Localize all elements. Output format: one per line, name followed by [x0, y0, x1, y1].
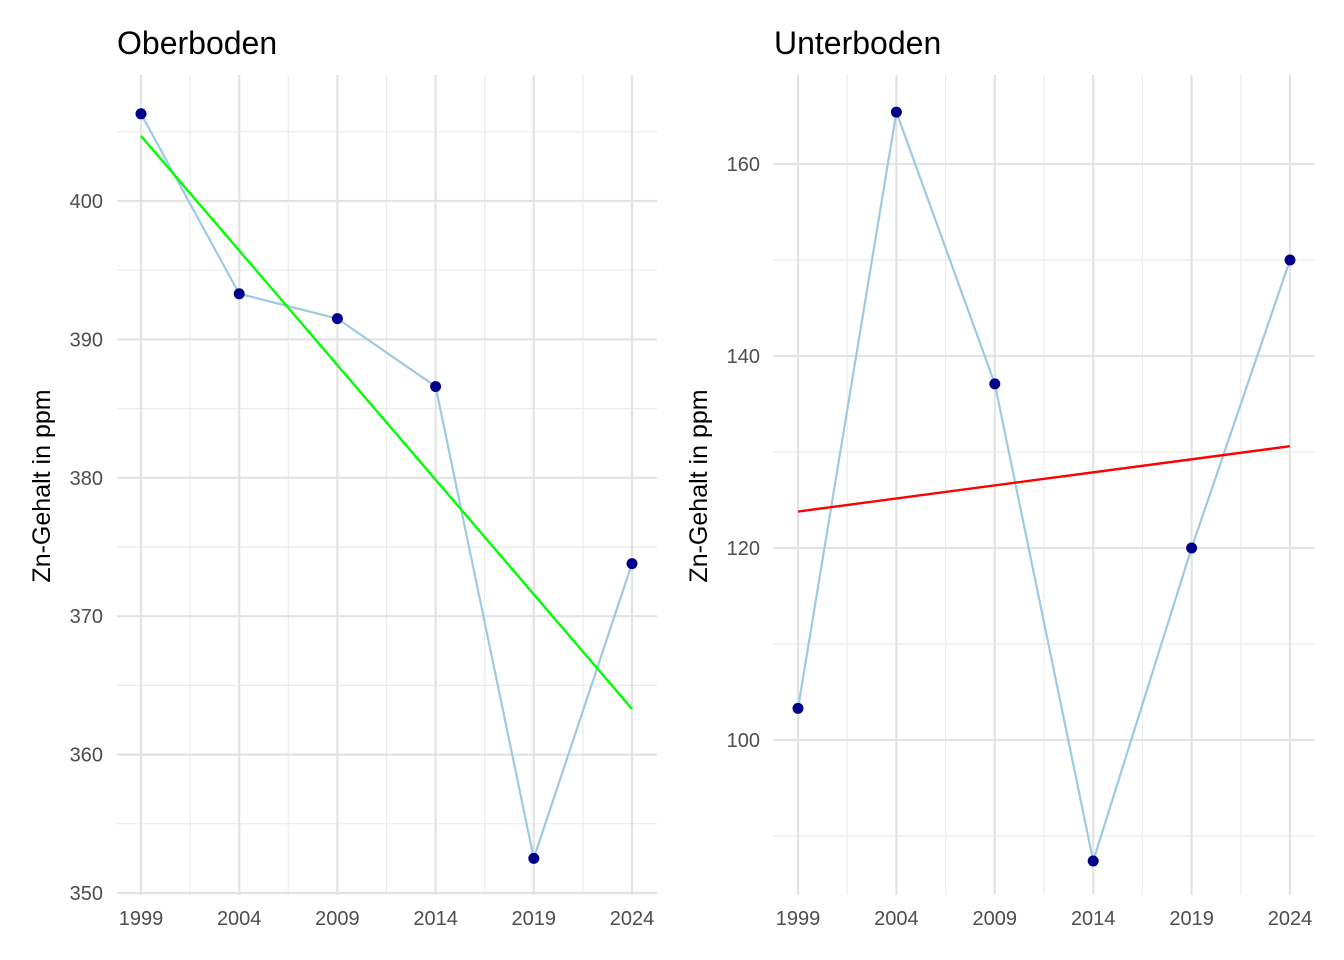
panel-title-oberboden: Oberboden [117, 25, 277, 61]
y-tick-label: 370 [70, 606, 103, 628]
x-tick-label: 1999 [119, 908, 164, 930]
grid-oberboden [117, 75, 657, 895]
y-tick-label: 400 [70, 191, 103, 213]
y-tick-label: 160 [727, 154, 760, 176]
data-point [792, 702, 804, 714]
data-point [626, 558, 638, 570]
x-tick-label: 2004 [217, 908, 262, 930]
y-tick-label: 390 [70, 329, 103, 351]
grid-unterboden [774, 75, 1314, 895]
y-tick-label: 120 [727, 538, 760, 560]
x-tick-label: 2024 [1268, 908, 1313, 930]
x-tick-label: 2009 [315, 908, 360, 930]
y-axis-title-unterboden: Zn-Gehalt in ppm [685, 389, 713, 582]
x-tick-label: 2019 [1169, 908, 1214, 930]
data-point [430, 380, 442, 392]
data-point [331, 313, 343, 325]
x-tick-label: 2024 [610, 908, 655, 930]
data-point [989, 378, 1001, 390]
y-tick-label: 360 [70, 745, 103, 767]
marks-oberboden [135, 108, 638, 864]
data-point [233, 288, 245, 300]
marks-unterboden [792, 106, 1296, 867]
panel-oberboden: Oberboden Zn-Gehalt in ppm 1999 2004 2009 2… [28, 25, 657, 930]
data-point [135, 108, 147, 120]
x-tick-label: 2014 [1071, 908, 1116, 930]
ticks-unterboden: 1999 2004 2009 2014 2019 2024 100 120 140 160 [727, 154, 1313, 930]
ticks-oberboden: 1999 2004 2009 2014 2019 2024 350 360 370 380 390 4… [70, 191, 655, 930]
x-tick-label: 2019 [512, 908, 557, 930]
x-tick-label: 2014 [413, 908, 458, 930]
panel-title-unterboden: Unterboden [774, 25, 941, 61]
data-point [1186, 542, 1198, 554]
x-tick-label: 2009 [973, 908, 1018, 930]
x-tick-label: 1999 [776, 908, 821, 930]
data-point [890, 106, 902, 118]
panel-unterboden: Unterboden Zn-Gehalt in ppm 1999 2004 2009… [685, 25, 1314, 930]
trend-line [140, 135, 633, 710]
series-line [140, 113, 634, 863]
y-tick-label: 140 [727, 346, 760, 368]
y-tick-label: 350 [70, 883, 103, 905]
data-point [1087, 855, 1099, 867]
data-point [528, 852, 540, 864]
y-axis-title-oberboden: Zn-Gehalt in ppm [28, 389, 56, 582]
x-tick-label: 2004 [874, 908, 919, 930]
data-point [1284, 254, 1296, 266]
series-line [796, 107, 1292, 866]
trend-line [797, 445, 1291, 513]
y-tick-label: 100 [727, 730, 760, 752]
y-tick-label: 380 [70, 468, 103, 490]
